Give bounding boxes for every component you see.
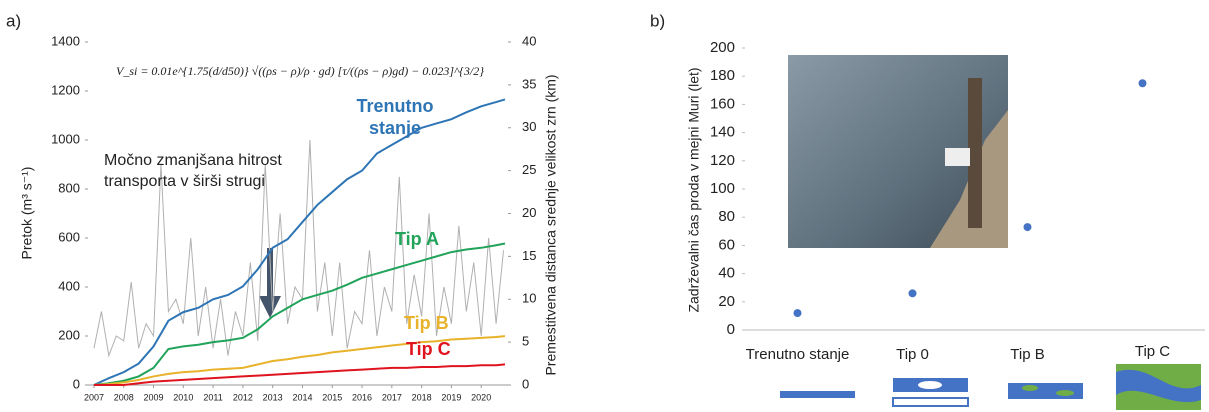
icon (780, 391, 855, 398)
y-axis-label: Zadrževalni čas proda v mejni Muri (let) (686, 67, 702, 312)
x-tick-label: 2020 (471, 392, 491, 402)
y2-tick-label: 30 (522, 119, 536, 134)
y-tick-label: 600 (58, 229, 80, 244)
y-tick-label: 120 (710, 152, 735, 169)
y-tick-label: 20 (718, 293, 735, 310)
y-tick-label: 0 (73, 376, 80, 391)
point (1023, 223, 1032, 232)
x-tick-label: 2012 (233, 392, 253, 402)
y2-tick-label: 25 (522, 162, 536, 177)
y-tick-label: 140 (710, 124, 735, 141)
y-tick-label: 0 (727, 321, 735, 338)
y2-tick-label: 40 (522, 33, 536, 48)
arrow-head (259, 296, 281, 318)
y2-tick-label: 20 (522, 205, 536, 220)
panel-label: b) (650, 11, 665, 30)
y2-tick-label: 35 (522, 76, 536, 91)
y2-tick-label: 10 (522, 291, 536, 306)
x-tick-label: 2007 (84, 392, 104, 402)
x-tick-label: Tip B (1010, 346, 1044, 363)
y-tick-label: 60 (718, 236, 735, 253)
x-tick-label: 2010 (173, 392, 193, 402)
annotation: Močno zmanjšana hitrost transporta v šir… (104, 152, 282, 190)
x-tick-label: 2011 (203, 392, 222, 402)
series-label: Trenutno stanje (356, 96, 434, 138)
x-tick-label: 2018 (412, 392, 432, 402)
x-tick-label: 2008 (114, 392, 134, 402)
y2-tick-label: 15 (522, 248, 536, 263)
y-tick-label: 200 (58, 327, 80, 342)
x-tick-label: Tip C (1135, 343, 1170, 360)
x-tick-label: 2016 (352, 392, 372, 402)
point (1138, 79, 1147, 88)
y2-axis-label: Premestitvena distanca srednje velikost … (543, 74, 559, 375)
icon (1008, 383, 1083, 399)
series-label: Tip B (404, 313, 449, 333)
x-tick-label: 2019 (441, 392, 461, 402)
icon (1056, 390, 1074, 396)
series-line (93, 363, 506, 386)
icon (1022, 385, 1038, 391)
y2-tick-label: 0 (522, 376, 529, 391)
y-tick-label: 80 (718, 208, 735, 225)
x-tick-label: Tip 0 (896, 346, 929, 363)
point (908, 289, 917, 298)
point (793, 309, 802, 318)
y-axis-label: Pretok (m³ s⁻¹) (19, 167, 35, 260)
y-tick-label: 160 (710, 95, 735, 112)
y-tick-label: 40 (718, 265, 735, 282)
y-tick-label: 800 (58, 180, 80, 195)
icon (1116, 369, 1201, 403)
y-tick-label: 180 (710, 67, 735, 84)
series-line (93, 98, 506, 386)
y-tick-label: 1000 (51, 131, 80, 146)
series-label: Tip C (406, 339, 451, 359)
discharge-line (93, 139, 505, 358)
x-tick-label: 2009 (144, 392, 164, 402)
formula: V_si = 0.01e^{1.75(d/d50)} √((ρs − ρ)/ρ … (116, 64, 484, 78)
icon (918, 381, 942, 389)
series-label: Tip A (395, 229, 439, 249)
y-tick-label: 100 (710, 180, 735, 197)
icon (892, 397, 969, 407)
x-tick-label: 2014 (292, 392, 312, 402)
y-tick-label: 1400 (51, 33, 80, 48)
y2-tick-label: 5 (522, 334, 529, 349)
y-tick-label: 1200 (51, 82, 80, 97)
y-tick-label: 400 (58, 278, 80, 293)
panel-label: a) (6, 11, 21, 30)
series-line (93, 242, 506, 386)
y-tick-label: 200 (710, 39, 735, 56)
photo-paper (945, 148, 970, 166)
photo-person (968, 78, 982, 228)
x-tick-label: 2013 (263, 392, 283, 402)
x-tick-label: 2015 (322, 392, 342, 402)
x-tick-label: Trenutno stanje (746, 346, 850, 363)
x-tick-label: 2017 (382, 392, 402, 402)
series-line (93, 335, 506, 386)
